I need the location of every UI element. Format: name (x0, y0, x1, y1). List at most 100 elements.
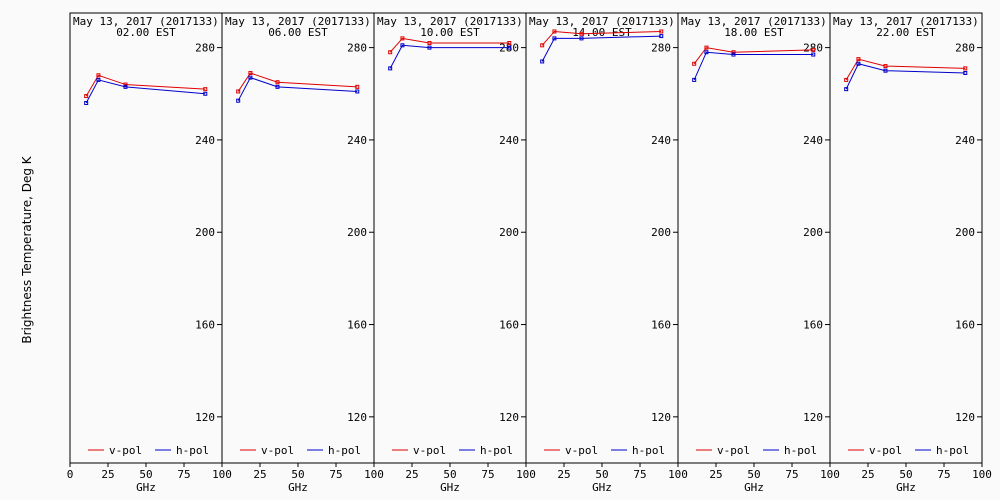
data-point-h-pol (659, 34, 664, 39)
data-point-v-pol (427, 41, 432, 45)
x-tick-label: 50 (747, 468, 760, 481)
y-tick-label: 240 (347, 134, 367, 147)
y-tick-label: 280 (195, 42, 215, 55)
data-point-h-pol (579, 36, 584, 41)
x-tick-label: 75 (937, 468, 950, 481)
data-point-v-pol (248, 71, 253, 75)
panel-subtitle: 14.00 EST (572, 26, 632, 39)
data-point-v-pol (883, 64, 888, 69)
data-point-h-pol (507, 45, 512, 50)
y-tick-label: 200 (347, 226, 367, 239)
y-tick-label: 160 (803, 319, 823, 332)
series-line-h-pol (693, 51, 814, 81)
panel-subtitle: 22.00 EST (876, 26, 936, 39)
legend-label-h-pol: h-pol (176, 444, 209, 457)
data-point-h-pol (248, 75, 253, 80)
series-line-v-pol (85, 74, 206, 97)
x-tick-label: 50 (899, 468, 912, 481)
data-point-h-pol (96, 77, 101, 82)
data-point-h-pol (275, 84, 280, 89)
data-point-h-pol (236, 98, 241, 103)
series-line-h-pol (237, 77, 358, 101)
series-line-h-pol (541, 35, 662, 62)
data-point-h-pol (552, 36, 557, 41)
panel-subtitle: 06.00 EST (268, 26, 328, 39)
y-axis-label: Brightness Temperature, Deg K (20, 155, 34, 343)
data-point-v-pol (856, 57, 861, 62)
x-tick-label: 50 (595, 468, 608, 481)
y-tick-label: 120 (195, 411, 215, 424)
x-tick-label: 50 (291, 468, 304, 481)
series-line-v-pol (389, 37, 510, 53)
x-tick-label: 25 (253, 468, 266, 481)
y-tick-label: 280 (347, 42, 367, 55)
x-axis-label: GHz (136, 481, 156, 494)
series-line-v-pol (845, 58, 966, 81)
series-line-h-pol (389, 44, 510, 69)
y-tick-label: 200 (955, 226, 975, 239)
panel-title: May 13, 2017 (2017133) (833, 15, 979, 28)
x-tick-label: 75 (177, 468, 190, 481)
legend-label-v-pol: v-pol (565, 444, 598, 457)
y-tick-label: 240 (803, 134, 823, 147)
legend-label-h-pol: h-pol (328, 444, 361, 457)
panel-subtitle: 10.00 EST (420, 26, 480, 39)
y-tick-label: 160 (195, 319, 215, 332)
y-tick-label: 120 (651, 411, 671, 424)
x-tick-label: 100 (820, 468, 840, 481)
legend-label-h-pol: h-pol (480, 444, 513, 457)
y-tick-label: 240 (195, 134, 215, 147)
y-tick-label: 200 (803, 226, 823, 239)
x-tick-label: 100 (668, 468, 688, 481)
data-point-v-pol (540, 43, 545, 48)
panel-subtitle: 18.00 EST (724, 26, 784, 39)
panel-title: May 13, 2017 (2017133) (377, 15, 523, 28)
data-point-h-pol (123, 84, 128, 89)
data-point-v-pol (579, 31, 584, 36)
data-point-h-pol (856, 61, 861, 66)
x-tick-label: 100 (972, 468, 992, 481)
y-tick-label: 120 (803, 411, 823, 424)
data-point-h-pol (963, 71, 968, 75)
x-tick-label: 25 (709, 468, 722, 481)
data-point-h-pol (427, 45, 432, 50)
data-point-v-pol (731, 50, 736, 55)
data-point-h-pol (883, 68, 888, 73)
data-point-v-pol (236, 89, 241, 94)
data-point-v-pol (123, 82, 128, 87)
legend-label-h-pol: h-pol (936, 444, 969, 457)
data-point-h-pol (84, 101, 89, 105)
series-line-h-pol (845, 63, 966, 90)
x-tick-label: 25 (557, 468, 570, 481)
data-point-v-pol (963, 66, 968, 71)
x-axis-label: GHz (288, 481, 308, 494)
legend-label-h-pol: h-pol (632, 444, 665, 457)
data-point-h-pol (811, 52, 816, 57)
y-tick-label: 240 (955, 134, 975, 147)
x-tick-label: 0 (67, 468, 74, 481)
data-point-v-pol (552, 29, 557, 34)
x-tick-label: 75 (633, 468, 646, 481)
y-tick-label: 120 (347, 411, 367, 424)
panel-subtitle: 02.00 EST (116, 26, 176, 39)
data-point-h-pol (355, 89, 360, 94)
y-tick-label: 120 (955, 411, 975, 424)
data-point-h-pol (731, 52, 736, 57)
x-tick-label: 25 (101, 468, 114, 481)
y-tick-label: 280 (651, 42, 671, 55)
data-point-v-pol (844, 77, 849, 82)
panel-title: May 13, 2017 (2017133) (681, 15, 827, 28)
legend-label-v-pol: v-pol (413, 444, 446, 457)
x-tick-label: 100 (364, 468, 384, 481)
y-tick-label: 200 (499, 226, 519, 239)
y-tick-label: 240 (499, 134, 519, 147)
data-point-v-pol (692, 61, 697, 66)
x-tick-label: 25 (405, 468, 418, 481)
data-point-v-pol (203, 87, 208, 92)
data-point-h-pol (844, 87, 849, 92)
panel-title: May 13, 2017 (2017133) (73, 15, 219, 28)
series-line-v-pol (237, 72, 358, 92)
legend-label-h-pol: h-pol (784, 444, 817, 457)
data-point-h-pol (704, 50, 709, 55)
